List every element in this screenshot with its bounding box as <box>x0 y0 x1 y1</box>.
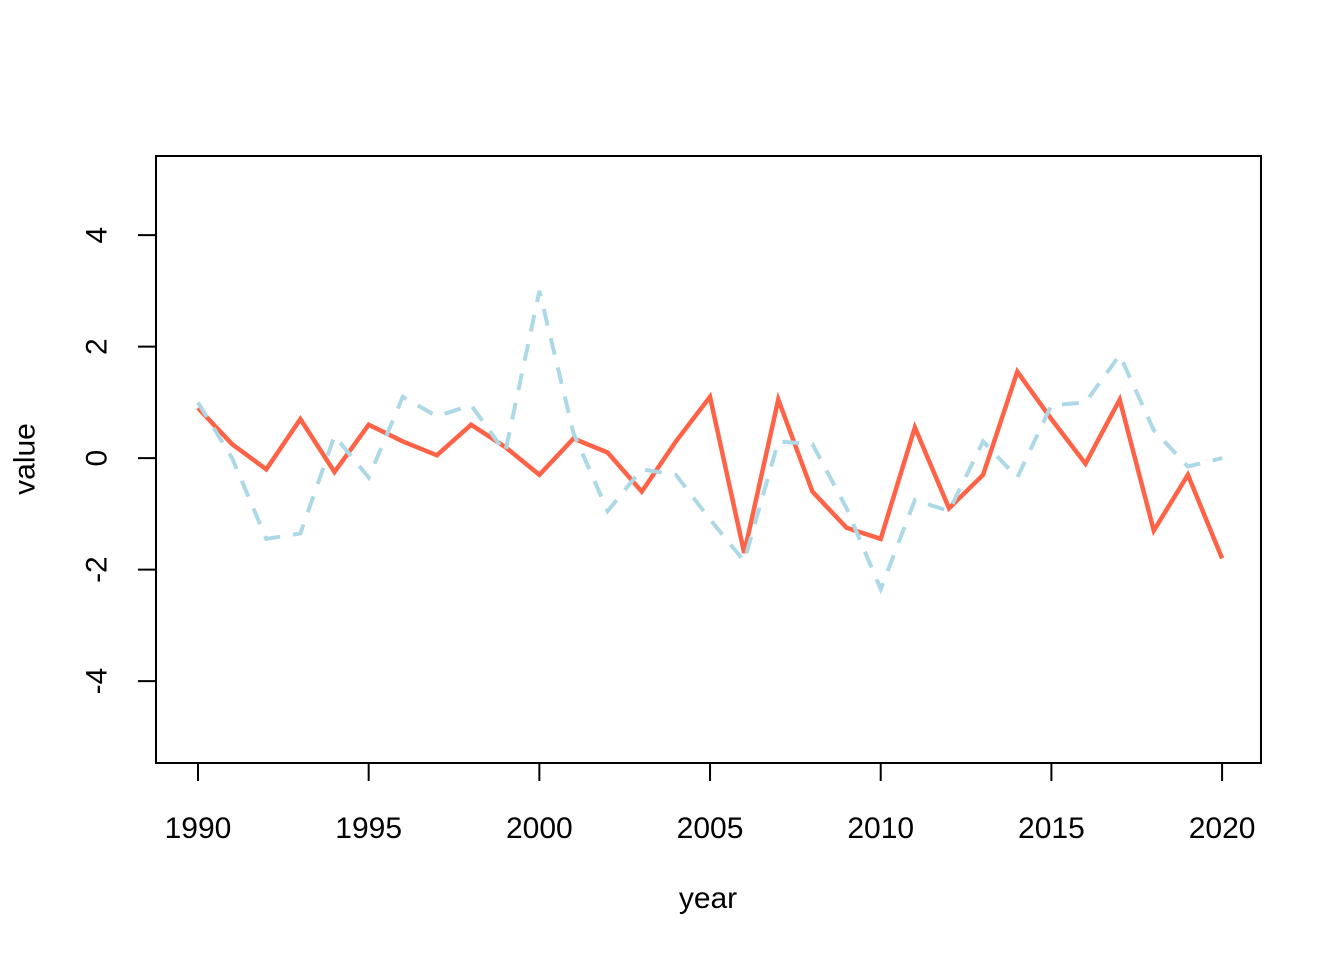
y-axis-title: value <box>9 423 42 495</box>
x-tick-label: 2020 <box>1189 812 1256 845</box>
x-tick-label: 2015 <box>1018 812 1085 845</box>
y-tick-label: 4 <box>81 227 114 244</box>
dashed-blue-series-line <box>196 290 1223 595</box>
y-tick-label: 2 <box>81 338 114 355</box>
solid-red-series-line <box>196 366 1225 560</box>
series-lines <box>196 290 1225 595</box>
plot-border <box>155 155 1262 764</box>
y-tick-label: -2 <box>81 556 114 583</box>
x-tick-label: 2005 <box>677 812 744 845</box>
y-axis: -4 -2 0 2 4 <box>81 227 156 695</box>
y-tick-label: -4 <box>81 668 114 695</box>
x-tick-label: 2000 <box>506 812 573 845</box>
x-axis-title: year <box>679 882 737 915</box>
x-tick-label: 1990 <box>165 812 232 845</box>
x-tick-label: 2010 <box>847 812 914 845</box>
x-axis: 1990 1995 2000 2005 2010 2015 2020 <box>165 763 1256 845</box>
y-tick-label: 0 <box>81 450 114 467</box>
x-tick-label: 1995 <box>335 812 402 845</box>
